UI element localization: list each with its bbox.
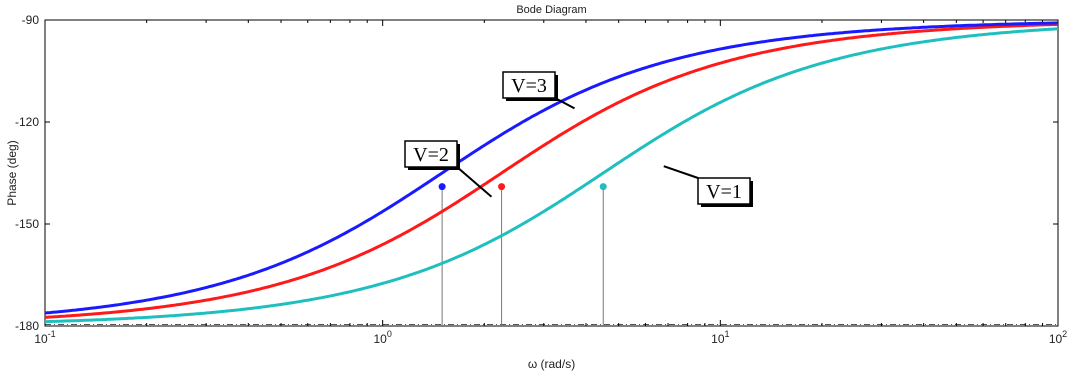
marker-point	[438, 183, 446, 191]
y-tick-label: -120	[15, 115, 39, 129]
x-tick-base: 10	[373, 332, 387, 346]
x-tick-base: 10	[34, 332, 48, 346]
annotation-box	[404, 140, 458, 168]
x-tick-exponent: 1	[725, 329, 730, 339]
y-tick-label: -150	[15, 217, 39, 231]
x-tick-exponent: 0	[387, 329, 392, 339]
x-tick-base: 10	[711, 332, 725, 346]
chart-title: Bode Diagram	[516, 4, 586, 16]
y-axis-title: Phase (deg)	[5, 140, 19, 205]
annotation-label: V=2	[413, 144, 449, 166]
annotation-label: V=3	[511, 75, 547, 97]
x-axis-title: ω (rad/s)	[528, 357, 575, 371]
series-line	[44, 27, 1059, 324]
annotation-box	[502, 71, 556, 99]
series-line	[44, 22, 1059, 319]
x-tick-label: 102	[1049, 329, 1067, 346]
x-tick-label: 101	[711, 329, 729, 346]
series-line	[44, 21, 1059, 315]
annotation-leader	[456, 166, 493, 198]
marker-point	[498, 183, 506, 191]
x-tick-label: 10-1	[34, 329, 55, 346]
y-tick-label: -180	[15, 319, 39, 333]
x-tick-label: 100	[373, 329, 391, 346]
plot-area	[44, 19, 1059, 327]
marker-point	[599, 183, 607, 191]
x-tick-exponent: 2	[1062, 329, 1067, 339]
y-tick-label: -90	[22, 13, 40, 27]
annotation-box	[697, 177, 751, 205]
x-tick-exponent: -1	[48, 329, 56, 339]
x-tick-base: 10	[1049, 332, 1063, 346]
annotation-leader	[554, 97, 575, 110]
annotation-leader	[663, 165, 699, 179]
annotation-label: V=1	[706, 181, 742, 203]
